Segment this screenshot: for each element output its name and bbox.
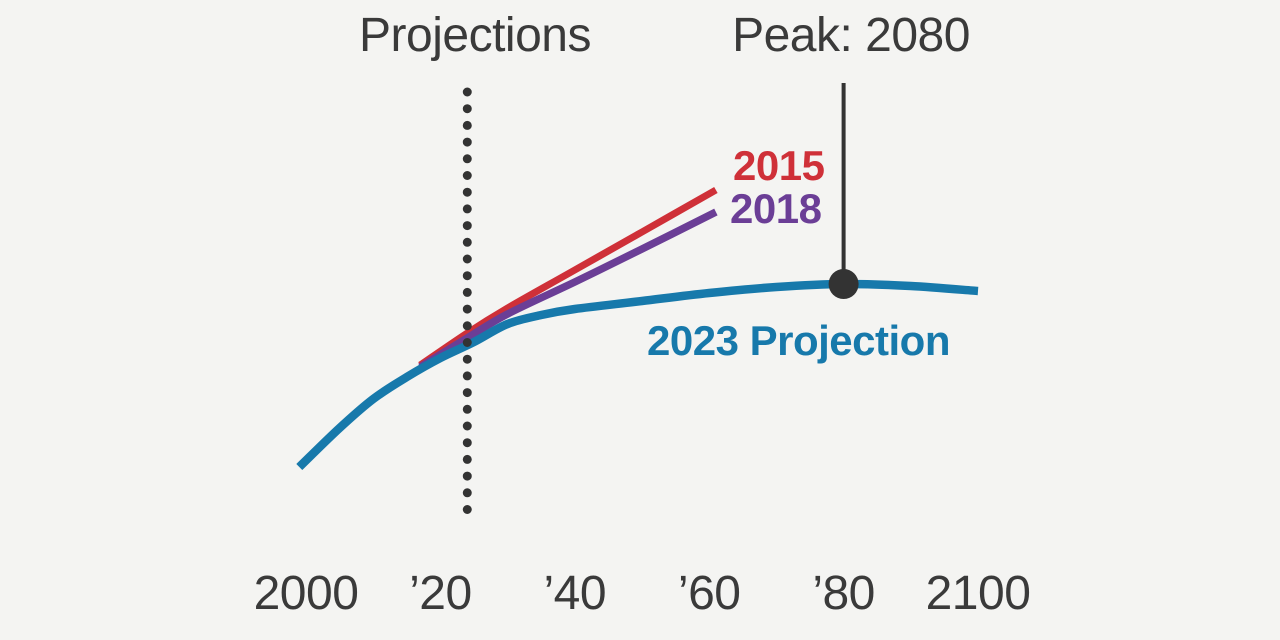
- projections-annotation: Projections: [359, 9, 591, 62]
- series-label-2015: 2015: [733, 142, 825, 189]
- peak-marker-dot: [828, 269, 859, 299]
- peak-annotation: Peak: 2080: [732, 9, 970, 62]
- series-line-2015: [418, 186, 718, 368]
- x-tick-label-2060: ’60: [677, 567, 741, 620]
- series-label-2023-projection: 2023 Projection: [647, 317, 950, 364]
- x-tick-label-2040: ’40: [543, 567, 607, 620]
- series-label-2018: 2018: [730, 185, 822, 232]
- series-line-2023: [296, 279, 979, 471]
- x-tick-label-2000: 2000: [253, 567, 359, 620]
- x-tick-label-2020: ’20: [409, 567, 472, 620]
- x-tick-label-2100: 2100: [925, 567, 1031, 620]
- x-tick-label-2080: ’80: [812, 567, 875, 620]
